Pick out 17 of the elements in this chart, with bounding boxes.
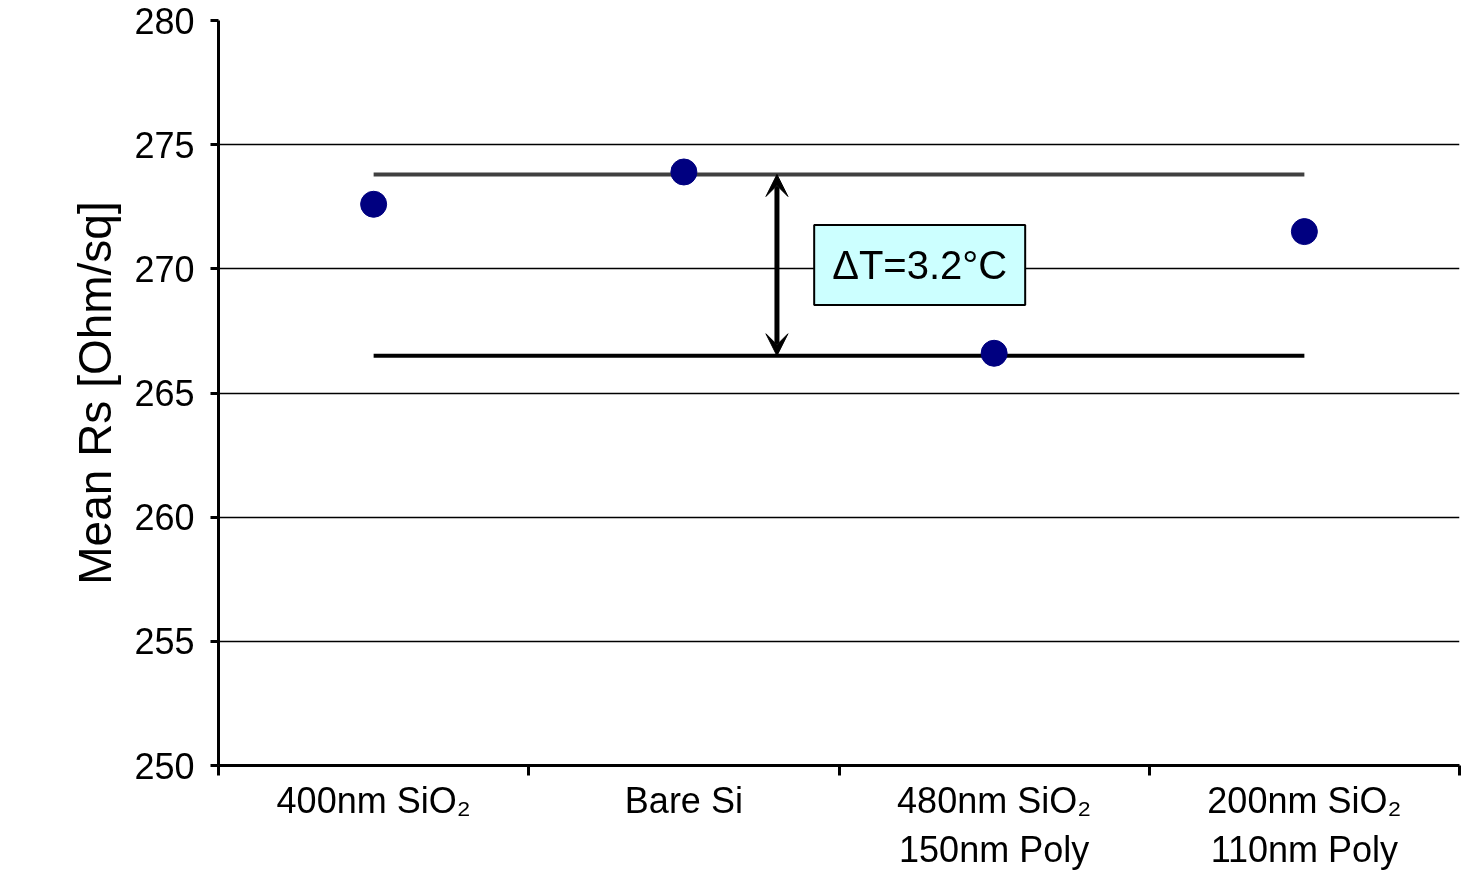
y-tick-label: 255	[134, 621, 195, 663]
y-axis-title: Mean Rs [Ohm/sq]	[69, 201, 122, 585]
x-tick-label: 480nm SiO₂ 150nm Poly	[897, 779, 1092, 870]
x-tick-label: 200nm SiO₂ 110nm Poly	[1207, 779, 1402, 870]
y-tick-label: 265	[134, 373, 195, 414]
y-tick-label: 280	[134, 0, 195, 42]
point	[1290, 218, 1318, 246]
point	[670, 158, 698, 186]
point	[980, 339, 1008, 367]
point	[360, 190, 388, 218]
annotation: ΔT=3.2°C	[832, 243, 1008, 288]
x-tick-label: Bare Si	[624, 779, 743, 821]
y-tick-label: 260	[134, 497, 195, 539]
y-tick-label: 250	[134, 745, 195, 787]
y-tick-label: 275	[134, 124, 195, 166]
x-tick-label: 400nm SiO₂	[276, 779, 471, 821]
y-tick-label: 270	[134, 248, 195, 290]
